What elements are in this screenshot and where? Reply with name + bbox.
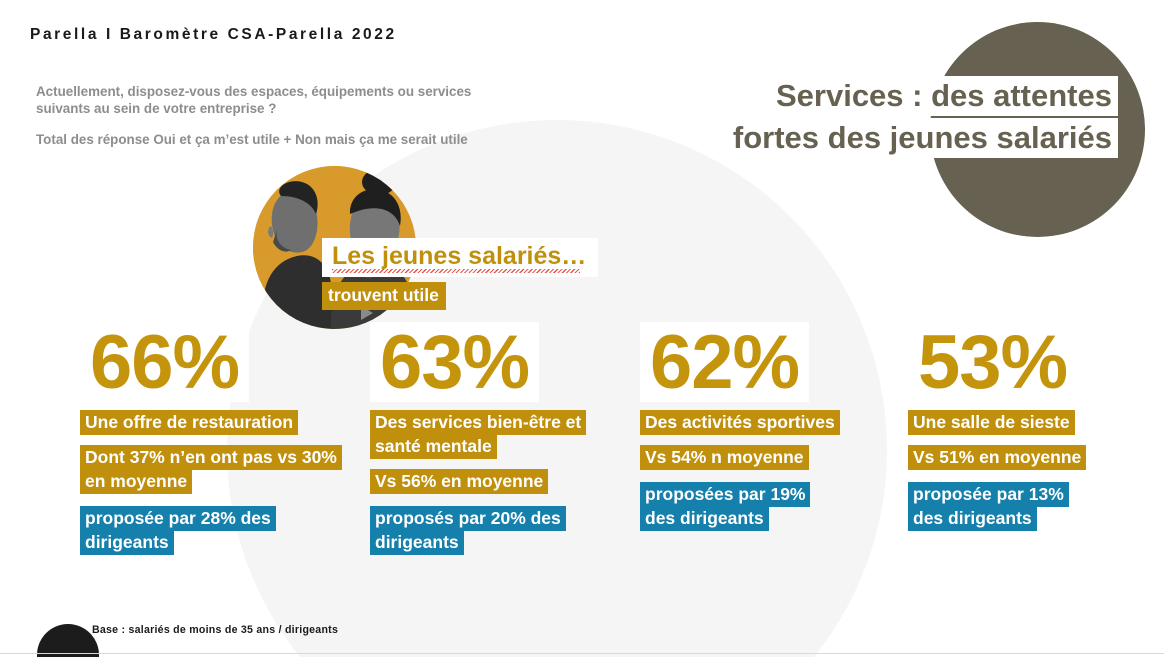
stat-exec: proposées par 19% des dirigeants	[640, 482, 811, 532]
stat-percent-box: 63%	[370, 320, 540, 405]
stat-label-line: Des services bien-être et santé mentale	[370, 410, 630, 460]
stat-compare: Dont 37% n’en ont pas vs 30% en moyenne	[80, 445, 342, 495]
stat-card-sport: 62% Des activités sportives Vs 54% n moy…	[640, 320, 840, 532]
survey-question-line-1: Actuellement, disposez-vous des espaces,…	[36, 84, 472, 99]
stat-percent-box: 62%	[640, 320, 810, 405]
stat-compare: Vs 54% n moyenne	[640, 445, 809, 471]
stat-percent-value: 62%	[650, 320, 800, 405]
stat-percent-value: 53%	[918, 320, 1068, 405]
stat-compare-line: Dont 37% n’en ont pas vs 30% en moyenne	[80, 445, 342, 495]
stat-compare-line: Vs 56% en moyenne	[370, 469, 630, 495]
stat-compare-line: Vs 51% en moyenne	[908, 445, 1088, 471]
survey-question-total: Total des réponse Oui et ça m’est utile …	[36, 132, 468, 147]
stat-label-line: Une offre de restauration	[80, 410, 340, 436]
stat-percent-box: 66%	[80, 320, 250, 405]
stat-compare-line: Vs 54% n moyenne	[640, 445, 840, 471]
stat-percent-value: 63%	[380, 320, 530, 405]
survey-question-line-2: suivants au sein de votre entreprise ?	[36, 101, 277, 116]
stat-label: Une salle de sieste	[908, 410, 1075, 436]
base-footnote: Base : salariés de moins de 35 ans / dir…	[92, 624, 339, 636]
page-title-line-1: Services : des attentes	[767, 76, 1118, 116]
spellcheck-squiggle	[332, 269, 580, 273]
stat-exec-line: proposées par 19% des dirigeants	[640, 482, 818, 532]
stat-card-sieste: 53% Une salle de sieste Vs 51% en moyenn…	[908, 320, 1088, 532]
stat-exec-line: proposés par 20% des dirigeants	[370, 506, 630, 556]
stat-label-line: Une salle de sieste	[908, 410, 1088, 436]
stat-label: Des services bien-être et santé mentale	[370, 410, 587, 460]
stat-compare: Vs 56% en moyenne	[370, 469, 549, 495]
deck-label: Parella I Baromètre CSA-Parella 2022	[30, 26, 397, 43]
stat-exec: proposée par 13% des dirigeants	[908, 482, 1069, 532]
stat-label: Une offre de restauration	[80, 410, 299, 436]
stat-exec-line: proposée par 28% des dirigeants	[80, 506, 340, 556]
lockup-sub-label: trouvent utile	[322, 282, 446, 310]
footer-divider	[0, 653, 1164, 654]
stat-exec: proposés par 20% des dirigeants	[370, 506, 566, 556]
page-title-line-2: fortes des jeunes salariés	[724, 118, 1118, 158]
lockup-main-text: Les jeunes salariés…	[322, 238, 599, 277]
stat-percent-box: 53%	[908, 320, 1078, 405]
lockup-les-jeunes-salaries: Les jeunes salariés… trouvent utile	[322, 238, 599, 310]
page-title: Services : des attentes fortes des jeune…	[724, 76, 1118, 160]
lockup-main-label: Les jeunes salariés…	[332, 242, 587, 270]
stat-card-bien-etre: 63% Des services bien-être et santé ment…	[370, 320, 630, 556]
survey-question-block: Actuellement, disposez-vous des espaces,…	[36, 83, 516, 148]
stat-card-restauration: 66% Une offre de restauration Dont 37% n…	[80, 320, 342, 556]
stat-percent-value: 66%	[90, 320, 240, 405]
stat-label: Des activités sportives	[640, 410, 840, 436]
stat-exec: proposée par 28% des dirigeants	[80, 506, 276, 556]
stat-compare: Vs 51% en moyenne	[908, 445, 1087, 471]
stat-columns: 66% Une offre de restauration Dont 37% n…	[0, 322, 1164, 592]
stat-exec-line: proposée par 13% des dirigeants	[908, 482, 1088, 532]
stat-label-line: Des activités sportives	[640, 410, 840, 436]
